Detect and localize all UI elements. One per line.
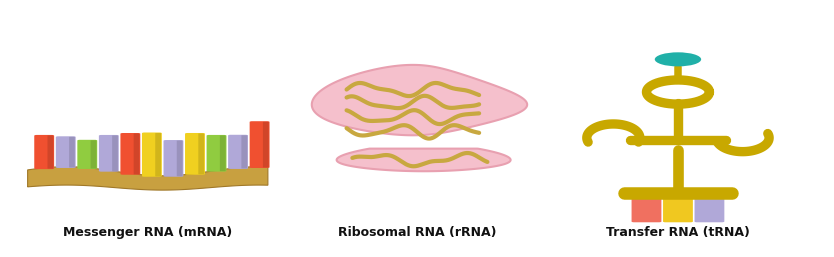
FancyBboxPatch shape [34, 135, 54, 169]
FancyBboxPatch shape [207, 135, 227, 172]
FancyBboxPatch shape [163, 140, 183, 177]
FancyBboxPatch shape [120, 133, 140, 175]
FancyBboxPatch shape [663, 193, 693, 222]
Text: Transfer RNA (tRNA): Transfer RNA (tRNA) [606, 226, 750, 239]
FancyBboxPatch shape [241, 135, 247, 169]
FancyBboxPatch shape [112, 135, 118, 171]
FancyBboxPatch shape [263, 122, 269, 168]
FancyBboxPatch shape [695, 193, 725, 222]
FancyBboxPatch shape [48, 135, 53, 169]
Polygon shape [337, 149, 510, 171]
Polygon shape [312, 65, 527, 135]
FancyBboxPatch shape [142, 133, 162, 177]
FancyBboxPatch shape [198, 133, 204, 174]
Polygon shape [28, 167, 268, 190]
FancyBboxPatch shape [56, 136, 76, 168]
Text: Messenger RNA (mRNA): Messenger RNA (mRNA) [63, 226, 233, 239]
FancyBboxPatch shape [91, 140, 97, 169]
FancyBboxPatch shape [99, 135, 118, 172]
FancyBboxPatch shape [185, 133, 205, 175]
FancyBboxPatch shape [249, 121, 269, 168]
FancyBboxPatch shape [631, 193, 661, 222]
FancyBboxPatch shape [78, 140, 98, 169]
Circle shape [655, 52, 701, 66]
FancyBboxPatch shape [229, 135, 248, 169]
FancyBboxPatch shape [155, 133, 161, 176]
Text: Ribosomal RNA (rRNA): Ribosomal RNA (rRNA) [338, 226, 496, 239]
FancyBboxPatch shape [69, 137, 75, 168]
FancyBboxPatch shape [177, 141, 183, 176]
FancyBboxPatch shape [220, 135, 226, 171]
FancyBboxPatch shape [133, 133, 139, 174]
